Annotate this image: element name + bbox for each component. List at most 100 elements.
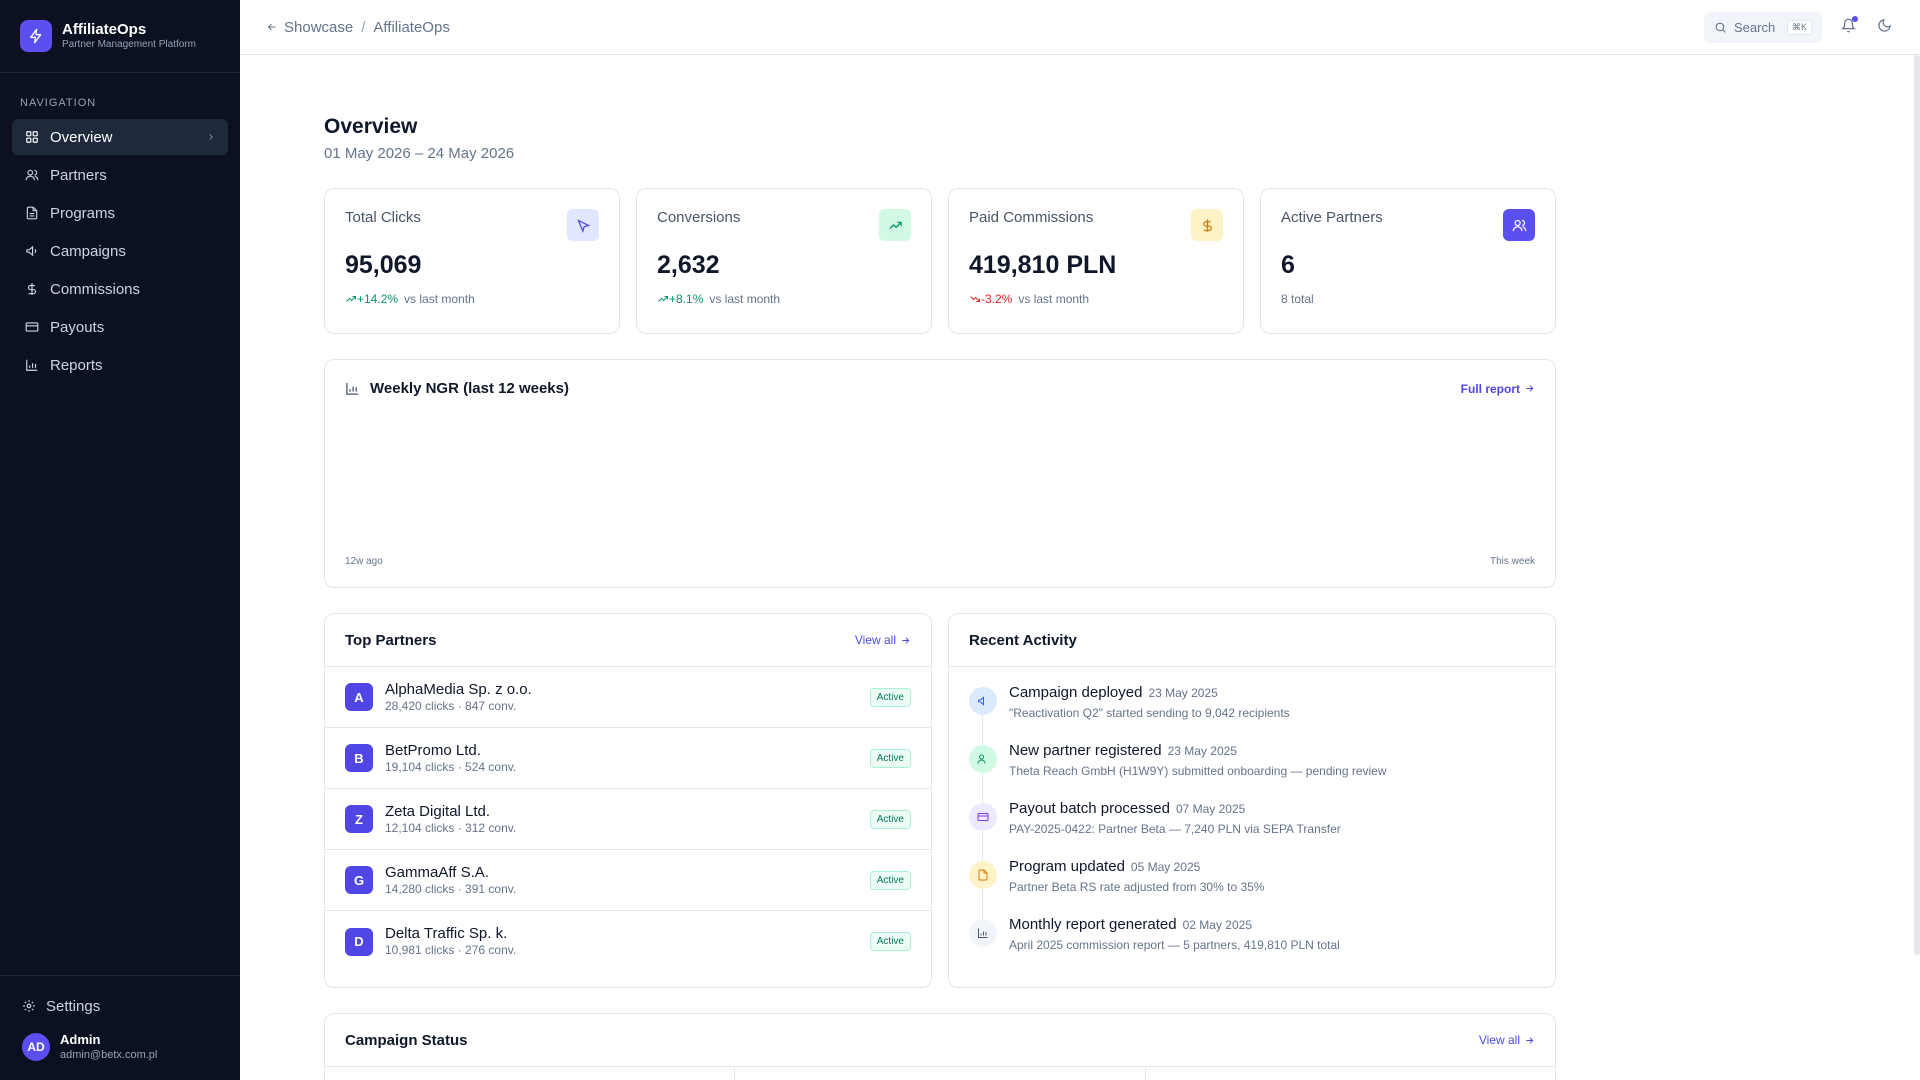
- full-report-label: Full report: [1460, 381, 1520, 396]
- activity-date: 07 May 2025: [1175, 802, 1246, 816]
- scrollbar[interactable]: [1914, 55, 1920, 955]
- delta-note: vs last month: [1018, 292, 1090, 306]
- delta-value: +8.1%: [669, 292, 704, 306]
- sidebar-item-label: Campaigns: [50, 242, 126, 260]
- activity-desc: Partner Beta RS rate adjusted from 30% t…: [1009, 880, 1265, 894]
- activity-item: New partner registered 23 May 2025 Theta …: [969, 741, 1535, 799]
- activity-date: 02 May 2025: [1182, 918, 1252, 932]
- trending-up-icon: [657, 293, 669, 305]
- partner-avatar: Z: [345, 805, 373, 833]
- stat-label: Paid Commissions: [969, 209, 1094, 226]
- partner-row[interactable]: Z Zeta Digital Ltd. 12,104 clicks · 312 c…: [325, 789, 931, 850]
- status-badge: Active: [869, 932, 911, 951]
- megaphone-icon: [24, 243, 40, 259]
- full-report-link[interactable]: Full report: [1461, 382, 1535, 396]
- stat-card-total-clicks: Total Clicks 95,069 +14.2% vs last month: [324, 188, 620, 334]
- page-title: Overview: [324, 115, 418, 138]
- breadcrumb-current: AffiliateOps: [373, 18, 450, 36]
- partner-row[interactable]: D Delta Traffic Sp. k. 10,981 clicks · 27…: [325, 911, 931, 972]
- activity-title: Monthly report generated: [1009, 916, 1177, 933]
- sidebar-item-label: Commissions: [50, 280, 141, 298]
- stat-value: 2,632: [657, 251, 720, 279]
- bell-icon[interactable]: [1841, 16, 1858, 33]
- stat-label: Total Clicks: [345, 209, 421, 226]
- chart-title-text: Weekly NGR (last 12 weeks): [370, 380, 569, 397]
- partner-row[interactable]: B BetPromo Ltd. 19,104 clicks · 524 conv.…: [325, 728, 931, 789]
- stat-delta: -3.2% vs last month: [969, 292, 1223, 306]
- arrow-right-icon: [1524, 383, 1535, 394]
- chart-icon: [969, 919, 997, 947]
- campaign-columns: [325, 1067, 1555, 1080]
- weekly-ngr-card: Weekly NGR (last 12 weeks) Full report 1…: [324, 359, 1556, 588]
- dollar-icon: [24, 281, 40, 297]
- lightning-icon: [20, 20, 52, 52]
- search-shortcut: ⌘K: [1786, 20, 1812, 35]
- arrow-left-icon[interactable]: [266, 21, 278, 33]
- sidebar: AffiliateOps Partner Management Platform…: [0, 0, 240, 1080]
- campaign-column: [325, 1067, 736, 1080]
- stat-note: 8 total: [1281, 292, 1314, 306]
- two-column-row: Top Partners View all A AlphaMedia Sp. z…: [324, 613, 1556, 988]
- partner-name: GammaAff S.A.: [385, 863, 489, 881]
- activity-item: Monthly report generated 02 May 2025 Apri…: [969, 915, 1535, 973]
- sidebar-item-overview[interactable]: Overview: [12, 119, 228, 155]
- partner-meta: 12,104 clicks · 312 conv.: [385, 820, 517, 835]
- stat-value: 95,069: [345, 251, 422, 279]
- sidebar-item-payouts[interactable]: Payouts: [12, 309, 228, 345]
- partner-avatar: D: [345, 927, 373, 956]
- view-all-partners-link[interactable]: View all: [855, 633, 911, 647]
- sidebar-item-reports[interactable]: Reports: [12, 347, 228, 383]
- activity-desc: "Reactivation Q2" started sending to 9,0…: [1009, 706, 1290, 720]
- users-icon: [1503, 209, 1535, 241]
- brand-subtitle: Partner Management Platform: [62, 39, 196, 50]
- user-profile[interactable]: AD Admin admin@betx.com.pl: [0, 1026, 240, 1080]
- card-icon: [969, 803, 997, 831]
- user-email: admin@betx.com.pl: [60, 1049, 158, 1061]
- brand[interactable]: AffiliateOps Partner Management Platform: [0, 0, 240, 73]
- file-icon: [24, 205, 40, 221]
- moon-icon[interactable]: [1877, 18, 1892, 33]
- delta-note: vs last month: [404, 292, 475, 306]
- sidebar-item-commissions[interactable]: Commissions: [12, 271, 228, 307]
- sidebar-item-partners[interactable]: Partners: [12, 157, 228, 193]
- sidebar-item-campaigns[interactable]: Campaigns: [12, 233, 228, 269]
- main-content: Overview 01 May 2026 – 24 May 2026 Total…: [324, 55, 1556, 1080]
- trending-up-icon: [879, 209, 911, 241]
- activity-title: Program updated: [1009, 858, 1125, 875]
- view-all-label: View all: [1478, 1033, 1520, 1047]
- search-button[interactable]: Search ⌘K: [1704, 12, 1822, 43]
- breadcrumb-separator: /: [361, 18, 366, 36]
- search-icon: [1714, 21, 1727, 34]
- partner-name: Zeta Digital Ltd.: [385, 802, 491, 820]
- avatar: AD: [22, 1033, 50, 1061]
- campaign-status-title: Campaign Status: [345, 1031, 468, 1049]
- status-badge: Active: [869, 748, 911, 768]
- stats-row: Total Clicks 95,069 +14.2% vs last month…: [324, 188, 1556, 334]
- stat-value: 419,810 PLN: [969, 251, 1117, 279]
- chart-x-start-label: 12w ago: [345, 556, 383, 567]
- trending-up-icon: [345, 293, 357, 305]
- campaign-column: [735, 1067, 1146, 1080]
- delta-value: +14.2%: [357, 292, 399, 306]
- breadcrumb-showcase[interactable]: Showcase: [284, 18, 354, 36]
- campaign-status-header: Campaign Status View all: [325, 1014, 1555, 1067]
- megaphone-icon: [969, 687, 997, 715]
- sidebar-item-programs[interactable]: Programs: [12, 195, 228, 231]
- stat-card-active-partners: Active Partners 6 8 total: [1260, 188, 1556, 334]
- sidebar-item-settings[interactable]: Settings: [0, 986, 240, 1026]
- recent-activity-card: Recent Activity Campaign deployed 23 May …: [948, 613, 1556, 988]
- stat-delta: +14.2% vs last month: [345, 292, 599, 306]
- cursor-icon: [567, 209, 599, 241]
- stat-label: Conversions: [657, 209, 741, 226]
- top-partners-header: Top Partners View all: [325, 614, 931, 667]
- partner-row[interactable]: G GammaAff S.A. 14,280 clicks · 391 conv.…: [325, 850, 931, 911]
- users-icon: [24, 167, 40, 183]
- view-all-campaigns-link[interactable]: View all: [1479, 1033, 1535, 1047]
- sidebar-item-label: Programs: [50, 204, 116, 222]
- partner-meta: 19,104 clicks · 524 conv.: [385, 759, 517, 774]
- top-partners-card: Top Partners View all A AlphaMedia Sp. z…: [324, 613, 932, 988]
- activity-desc: PAY-2025-0422: Partner Beta — 7,240 PLN …: [1009, 822, 1341, 836]
- partner-row[interactable]: A AlphaMedia Sp. z o.o. 28,420 clicks · 8…: [325, 667, 931, 728]
- notification-dot: [1852, 16, 1858, 22]
- chart-title: Weekly NGR (last 12 weeks) Full report: [345, 380, 1535, 397]
